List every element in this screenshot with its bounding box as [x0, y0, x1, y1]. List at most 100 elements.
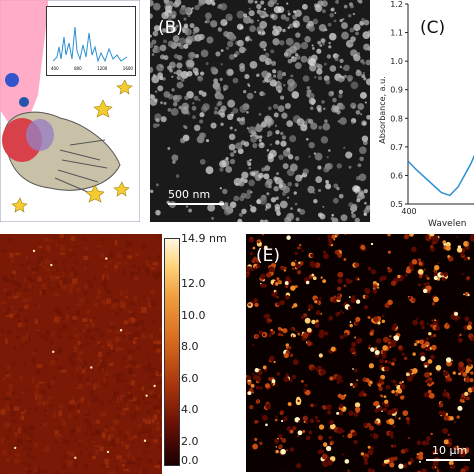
- sem-grain: [155, 209, 161, 216]
- sem-grain: [341, 22, 348, 29]
- sem-grain: [282, 72, 287, 77]
- afm-grain: [27, 447, 33, 452]
- sem-grain: [160, 116, 167, 123]
- afm-grain: [156, 395, 161, 398]
- sem-grain: [342, 18, 345, 21]
- speckle: [447, 255, 451, 258]
- sem-grain: [259, 196, 267, 205]
- afm-grain: [132, 334, 137, 339]
- sem-grain: [223, 30, 230, 37]
- sem-grain: [308, 25, 315, 32]
- sem-grain: [348, 14, 352, 18]
- speckle: [327, 410, 332, 415]
- afm-grain: [26, 437, 31, 441]
- speckle: [367, 266, 372, 271]
- sem-grain: [192, 115, 196, 120]
- afm-grain: [112, 419, 118, 426]
- afm-grain: [0, 437, 5, 443]
- afm-grain: [62, 278, 69, 285]
- sem-grain: [279, 40, 285, 46]
- x-axis-label: Wavelen: [428, 219, 466, 228]
- sem-grain: [166, 30, 170, 34]
- speckle: [257, 369, 263, 376]
- afm-grain: [53, 307, 59, 312]
- sem-grain: [308, 97, 316, 105]
- sem-grain: [273, 103, 279, 110]
- sem-grain: [333, 105, 340, 113]
- sem-grain: [308, 155, 311, 158]
- speckle: [330, 346, 336, 352]
- sem-grain: [281, 112, 288, 119]
- afm-grain: [49, 339, 53, 346]
- sem-grain: [183, 43, 189, 49]
- sem-grain: [266, 148, 270, 152]
- speckle: [366, 290, 370, 295]
- afm-grain: [78, 442, 82, 446]
- sem-grain: [172, 160, 176, 164]
- sem-grain: [276, 73, 283, 80]
- speckle: [342, 429, 345, 433]
- afm-grain: [90, 335, 94, 341]
- afm-grain: [68, 248, 73, 252]
- sem-grain: [173, 1, 180, 8]
- afm-grain: [132, 456, 135, 463]
- speckle: [254, 334, 260, 339]
- x-tick: 400: [401, 207, 416, 216]
- sem-grain: [246, 159, 251, 164]
- speckle: [433, 264, 440, 271]
- speckle: [343, 332, 348, 338]
- speckle: [334, 234, 339, 237]
- afm-grain: [156, 348, 161, 353]
- speckle: [367, 315, 371, 320]
- afm-grain: [9, 252, 14, 258]
- afm-grain: [157, 273, 162, 278]
- afm-grain: [120, 290, 123, 296]
- speckle: [416, 440, 422, 446]
- sem-grain: [237, 218, 243, 222]
- speckle: [339, 335, 344, 340]
- sem-grain: [181, 102, 190, 111]
- speckle: [273, 293, 277, 298]
- sem-grain: [286, 120, 294, 128]
- afm-grain: [110, 253, 114, 258]
- afm-grain: [154, 367, 158, 371]
- speckle: [317, 450, 322, 455]
- speckle: [421, 468, 427, 472]
- afm-grain: [127, 310, 133, 314]
- speckle: [454, 420, 457, 424]
- speckle: [260, 246, 263, 249]
- afm-grain: [24, 462, 31, 468]
- sem-grain: [308, 118, 314, 125]
- speckle: [460, 468, 466, 472]
- afm-grain: [102, 274, 105, 280]
- afm-grain: [4, 277, 8, 283]
- speckle: [343, 234, 348, 236]
- speckle: [252, 443, 259, 450]
- afm-grain: [84, 290, 88, 297]
- sem-grain: [250, 206, 257, 213]
- afm-grain: [13, 443, 19, 450]
- speckle: [431, 319, 434, 322]
- speckle: [467, 321, 473, 326]
- afm-grain: [99, 446, 104, 452]
- sem-grain: [279, 95, 285, 100]
- sem-grain: [227, 16, 233, 22]
- speckle: [426, 282, 430, 286]
- sem-grain: [286, 196, 290, 199]
- speckle: [360, 245, 366, 251]
- sem-grain: [163, 101, 167, 105]
- afm-grain: [145, 427, 152, 434]
- sem-grain: [295, 174, 303, 182]
- afm-particle: [52, 350, 55, 354]
- speckle: [468, 392, 472, 396]
- sem-grain: [232, 107, 239, 114]
- afm-grain: [127, 348, 133, 355]
- afm-grain: [10, 305, 14, 310]
- afm-grain: [88, 453, 94, 459]
- sem-grain: [205, 12, 212, 20]
- speckle: [320, 276, 323, 279]
- sem-grain: [263, 173, 270, 180]
- afm-grain: [69, 472, 73, 474]
- speckle: [420, 356, 426, 362]
- sem-grain: [184, 125, 188, 130]
